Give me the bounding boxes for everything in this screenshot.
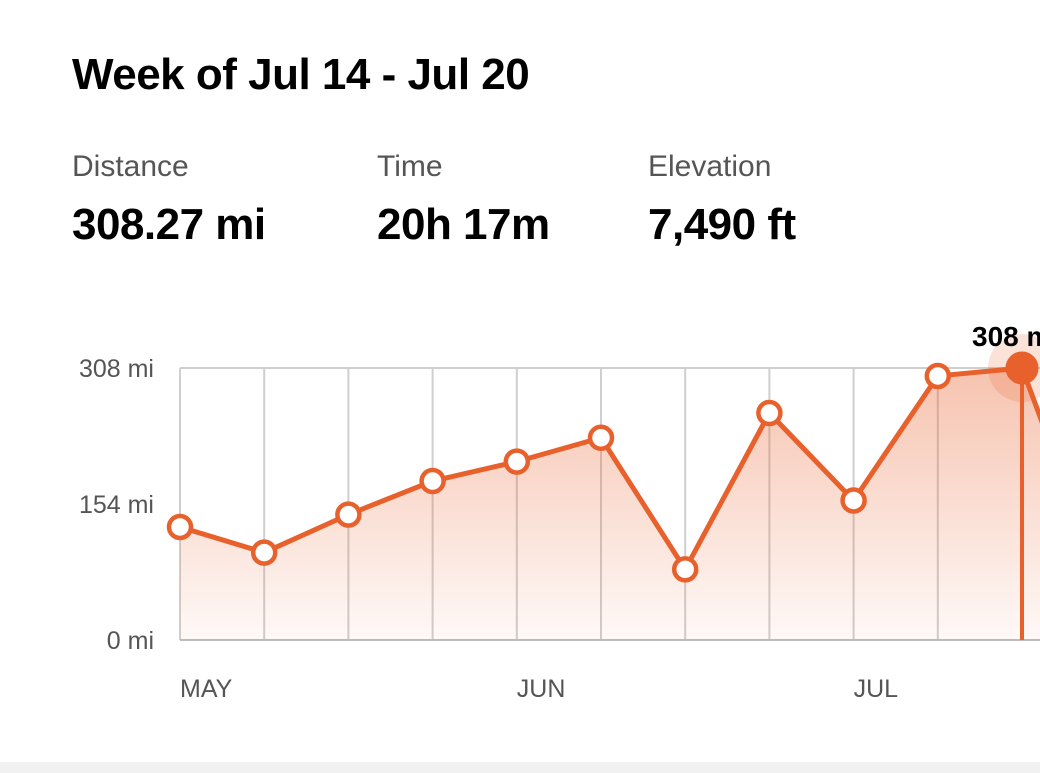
- data-point: [166, 513, 194, 541]
- y-tick-label: 154 mi: [79, 491, 154, 519]
- data-point: [335, 501, 362, 528]
- elevation-stat: Elevation 7,490 ft: [648, 150, 796, 250]
- time-label: Time: [377, 150, 443, 183]
- distance-stat: Distance 308.27 mi: [72, 150, 266, 250]
- time-stat: Time 20h 17m: [377, 150, 550, 250]
- selected-value-label: 308 mi: [972, 321, 1040, 352]
- distance-label: Distance: [72, 150, 189, 183]
- data-point: [924, 362, 952, 390]
- selected-data-point: [1005, 351, 1039, 385]
- data-point: [419, 467, 446, 495]
- distance-value: 308.27 mi: [72, 200, 266, 249]
- x-tick-label: MAY: [180, 675, 233, 703]
- data-point: [671, 556, 699, 583]
- data-point: [503, 448, 531, 475]
- data-point: [756, 399, 783, 427]
- data-point: [250, 539, 278, 566]
- y-tick-label: 0 mi: [107, 627, 154, 655]
- area-fill: [180, 368, 1040, 640]
- x-tick-label: JUL: [854, 675, 899, 703]
- bottom-bar: [0, 762, 1040, 773]
- data-point: [587, 424, 615, 452]
- elevation-label: Elevation: [648, 150, 772, 183]
- elevation-value: 7,490 ft: [648, 200, 796, 249]
- page-title: Week of Jul 14 - Jul 20: [72, 50, 530, 99]
- time-value: 20h 17m: [377, 200, 550, 249]
- y-tick-label: 308 mi: [79, 355, 154, 383]
- series-line: [177, 365, 1040, 572]
- data-point: [840, 487, 867, 514]
- x-tick-label: JUN: [517, 675, 566, 703]
